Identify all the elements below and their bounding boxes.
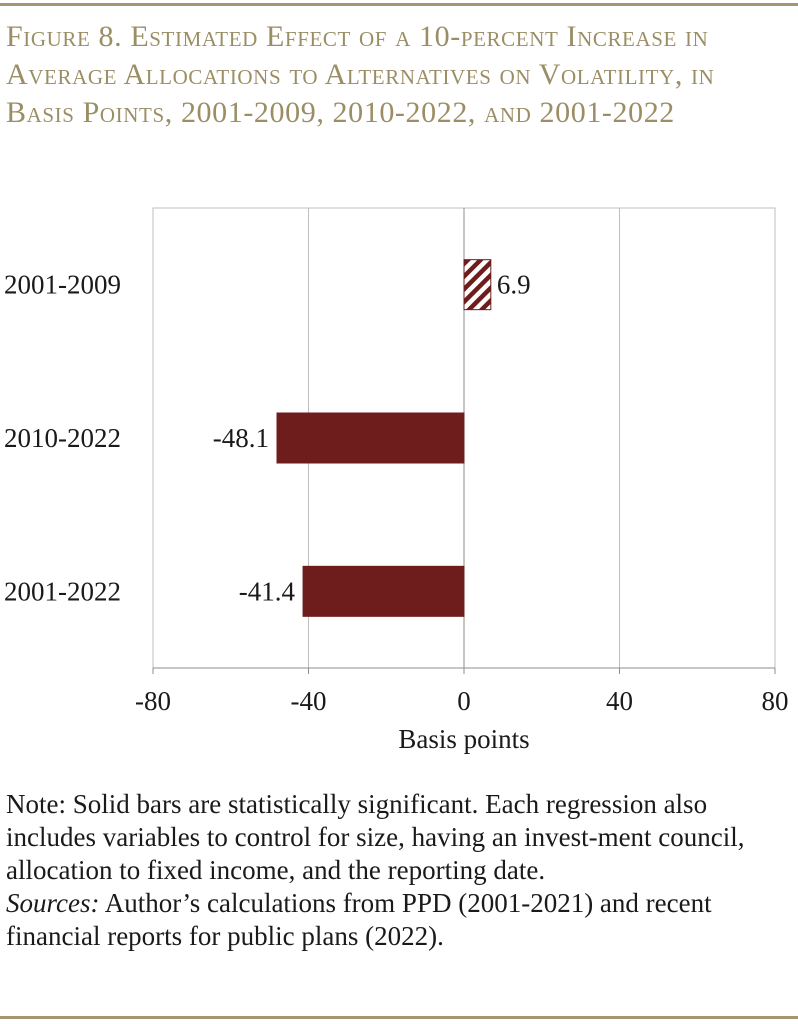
chart-note: Note: Solid bars are statistically signi… [6,788,792,953]
bar [302,565,465,617]
category-label: 2001-2009 [4,270,121,300]
category-label: 2001-2022 [4,576,121,606]
bar [276,412,465,464]
x-axis-label: Basis points [398,724,529,754]
category-label: 2010-2022 [4,423,121,453]
data-label: 6.9 [497,270,531,300]
x-tick-label: 40 [606,686,633,716]
bottom-rule [0,1016,798,1019]
top-rule [0,3,798,6]
data-label: -48.1 [213,423,269,453]
bar-chart: -80 -40 0 40 80 2001-2009 6.9 2010-2022 -48.1 200… [4,207,789,754]
sources-label: Sources: [6,888,100,918]
sources-line: Sources: Author’s calculations from PPD … [6,887,792,953]
data-label: -41.4 [239,576,296,606]
x-tick-label: 0 [457,686,471,716]
figure-title: Figure 8. Estimated Effect of a 10-perce… [6,20,715,129]
sources-text: Author’s calculations from PPD (2001-202… [6,888,712,951]
bar [463,259,492,311]
note-text: Note: Solid bars are statistically signi… [6,789,745,885]
x-tick-label: 80 [762,686,789,716]
x-tick-label: -80 [135,686,171,716]
x-tick-label: -40 [291,686,327,716]
